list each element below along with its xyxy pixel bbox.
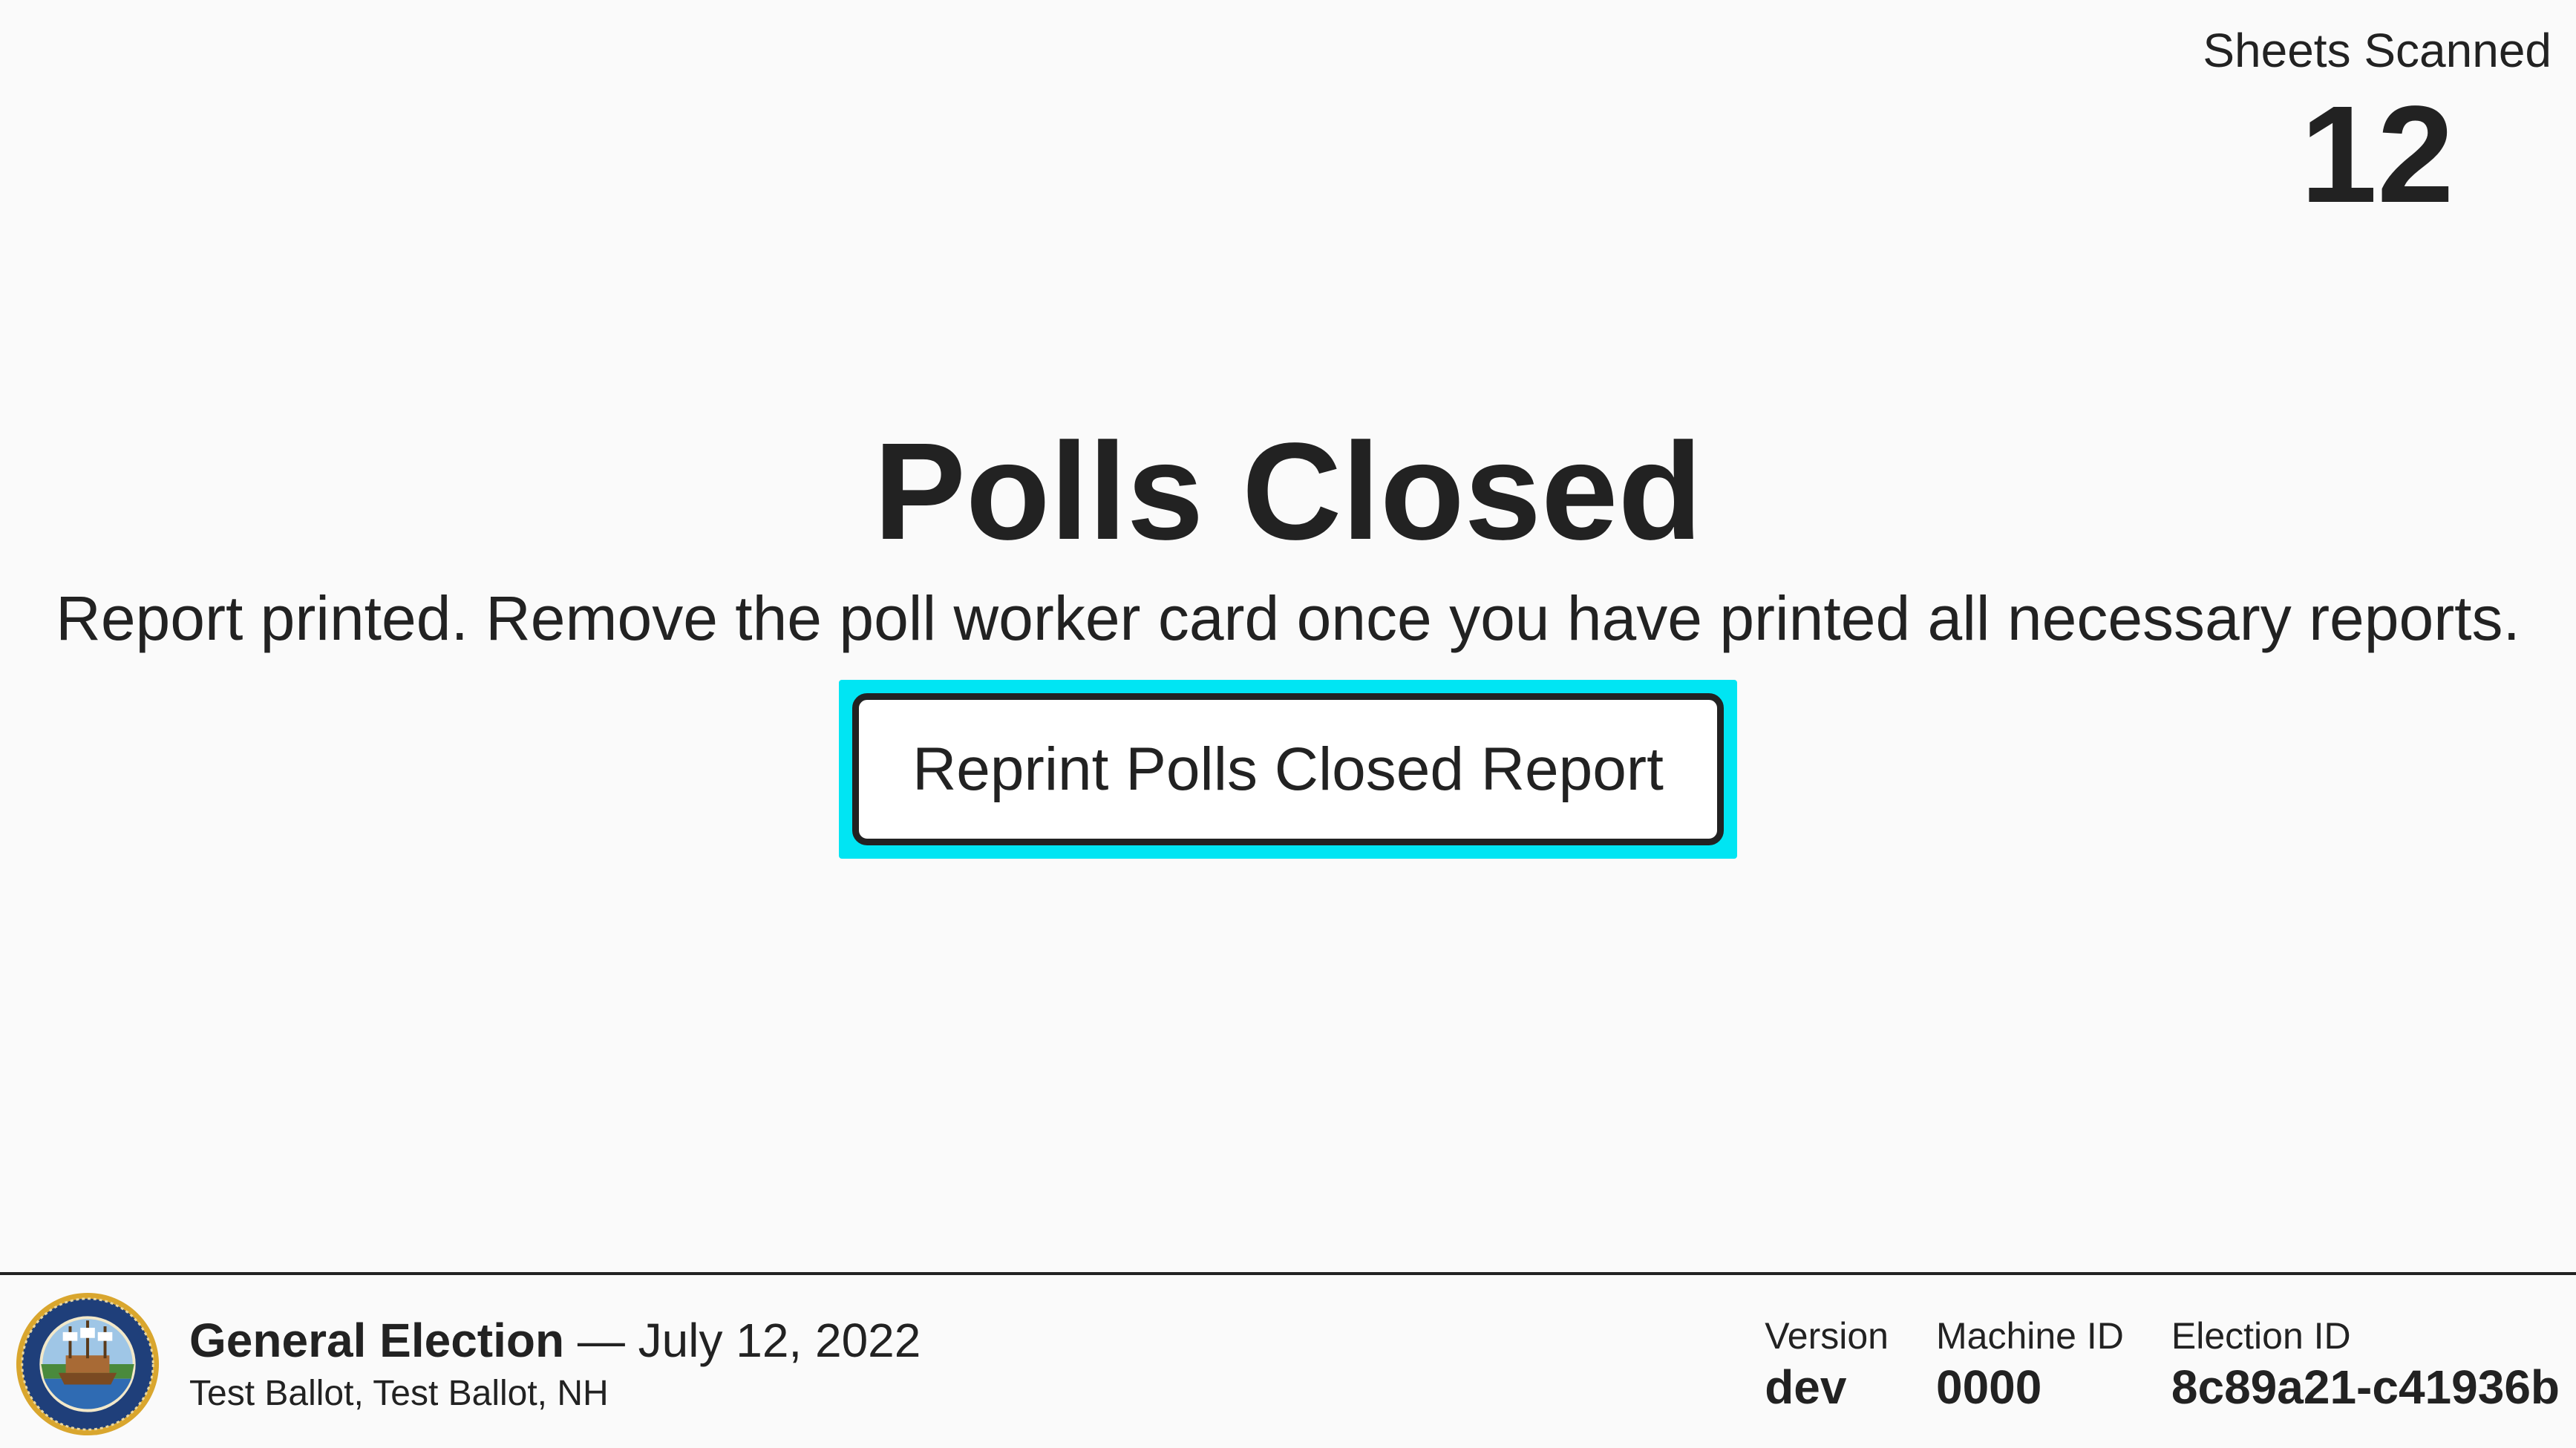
reprint-polls-closed-report-button[interactable]: Reprint Polls Closed Report [852, 693, 1724, 845]
election-id-value: 8c89a21-c41936b [2171, 1360, 2560, 1414]
ballot-info: Test Ballot, Test Ballot, NH [189, 1374, 609, 1413]
button-focus-ring: Reprint Polls Closed Report [839, 680, 1737, 859]
machine-meta: Version dev Machine ID 0000 Election ID … [1765, 1314, 2560, 1416]
main-content: Polls Closed Report printed. Remove the … [56, 415, 2520, 859]
election-info: General Election — July 12, 2022 Test Ba… [189, 1311, 921, 1418]
version-value: dev [1765, 1360, 1847, 1414]
version-info: Version dev [1765, 1314, 1889, 1416]
election-id-label: Election ID [2171, 1315, 2351, 1357]
machine-id-label: Machine ID [1935, 1315, 2124, 1357]
election-id-info: Election ID 8c89a21-c41936b [2171, 1314, 2560, 1416]
election-title: General Election [189, 1314, 565, 1367]
sheets-scanned-label: Sheets Scanned [2203, 24, 2552, 77]
election-date: July 12, 2022 [638, 1314, 921, 1367]
election-separator: — [577, 1314, 625, 1367]
page-title: Polls Closed [873, 415, 1703, 569]
election-title-line: General Election — July 12, 2022 [189, 1311, 921, 1370]
machine-id-value: 0000 [1935, 1360, 2042, 1414]
election-info-bar: General Election — July 12, 2022 Test Ba… [0, 1272, 2576, 1448]
version-label: Version [1765, 1315, 1889, 1357]
sheets-scanned-counter: Sheets Scanned 12 [2203, 21, 2552, 224]
sheets-scanned-count: 12 [2300, 78, 2454, 232]
status-message: Report printed. Remove the poll worker c… [56, 583, 2520, 653]
state-seal-icon [16, 1292, 160, 1436]
machine-id-info: Machine ID 0000 [1936, 1314, 2124, 1416]
